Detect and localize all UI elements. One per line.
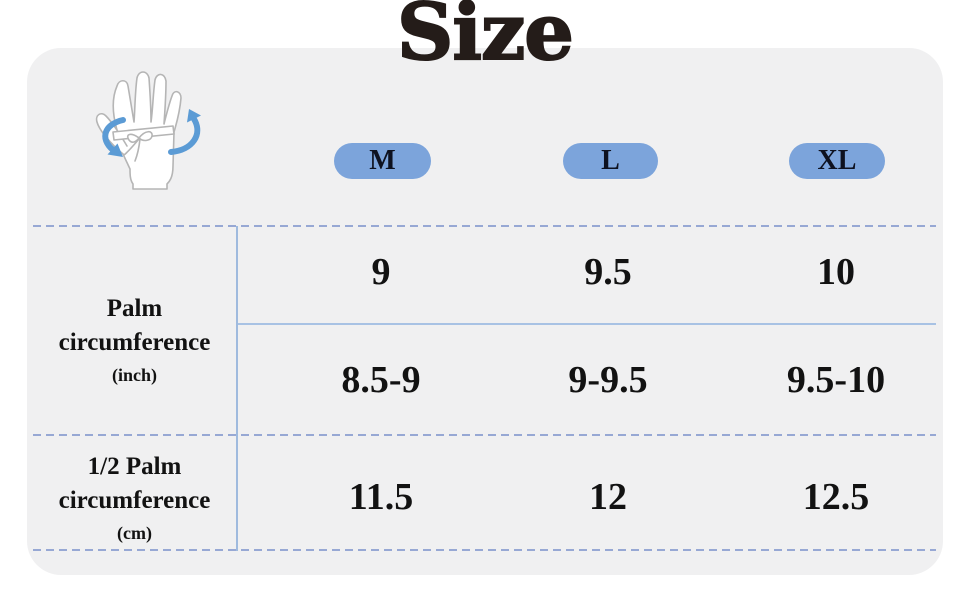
size-badge-m-label: M	[369, 145, 396, 176]
table-cell-cm-l: 12	[589, 476, 627, 518]
wrap-arrow-left	[102, 117, 126, 157]
divider-dashed-bottom	[33, 549, 936, 551]
row-label-half-palm-circumference-cm: 1/2 Palm circumference (cm)	[33, 450, 236, 548]
hand-measure-icon	[73, 66, 233, 206]
table-cell-inch-range-l: 9-9.5	[568, 359, 648, 401]
wrap-arrow-right	[168, 109, 201, 155]
table-cell-inch-l: 9.5	[584, 251, 632, 293]
divider-solid-middle	[238, 323, 936, 325]
table-cell-cm-m: 11.5	[348, 476, 414, 518]
row-label-line: circumference	[58, 329, 211, 356]
chart-card-background	[27, 48, 943, 575]
size-badge-m: M	[334, 143, 431, 179]
divider-dashed-middle	[33, 434, 936, 436]
row-label-unit: (cm)	[117, 523, 152, 543]
size-badge-xl-label: XL	[817, 145, 857, 176]
row-label-palm-circumference-inch: Palm circumference (inch)	[33, 292, 236, 390]
page-title: Size	[396, 0, 575, 78]
divider-vertical	[236, 226, 238, 551]
table-cell-cm-xl: 12.5	[802, 476, 870, 518]
row-label-unit: (inch)	[112, 365, 157, 385]
row-label-line: circumference	[58, 487, 211, 514]
size-badge-l: L	[563, 143, 658, 179]
table-cell-inch-range-xl: 9.5-10	[786, 359, 886, 401]
table-cell-inch-xl: 10	[817, 251, 855, 293]
divider-dashed-top	[33, 225, 936, 227]
size-badge-l-label: L	[601, 145, 620, 176]
row-label-line: Palm	[106, 295, 163, 322]
row-label-line: 1/2 Palm	[87, 453, 182, 480]
table-cell-inch-range-m: 8.5-9	[341, 359, 421, 401]
table-cell-inch-m: 9	[371, 251, 391, 293]
size-badge-xl: XL	[789, 143, 885, 179]
